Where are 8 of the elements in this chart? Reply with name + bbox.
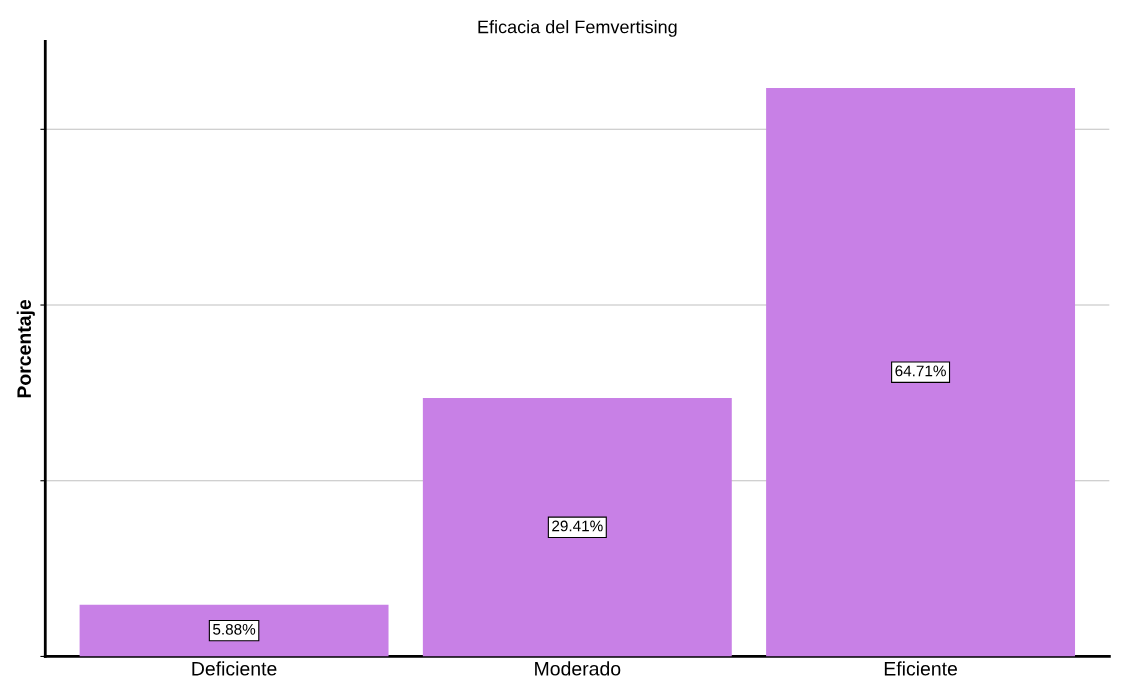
x-tick-label: Eficiente — [884, 661, 957, 676]
x-tick-label: Deficiente — [192, 661, 277, 676]
chart-title: Eficacia del Femvertising — [478, 20, 677, 37]
x-tick-label: Moderado — [535, 661, 621, 676]
data-label: 64.71% — [895, 365, 946, 377]
y-axis-title: Porcentaje — [16, 299, 35, 398]
data-label: 29.41% — [552, 520, 603, 532]
data-label: 5.88% — [213, 623, 256, 635]
